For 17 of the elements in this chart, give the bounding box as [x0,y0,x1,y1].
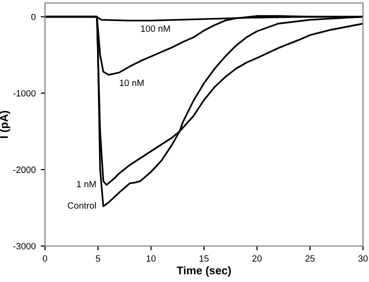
x-tick-label: 5 [96,255,100,262]
x-tick-label: 20 [252,255,262,262]
y-tick-label: -1000 [13,90,36,97]
y-tick-label: -2000 [13,166,36,173]
x-tick-label: 25 [305,255,315,262]
series-label: 10 nM [120,80,144,86]
y-tick-label: -3000 [13,242,36,250]
x-axis-title: Time (sec) [176,266,231,277]
series-label: Control [68,202,96,209]
y-tick-label: 0 [31,14,36,20]
series-label: 100 nM [141,25,170,32]
x-tick-label: 15 [200,255,209,262]
x-tick-label: 10 [146,255,156,262]
series-label: 1 nM [77,180,96,188]
x-tick-label: 30 [358,255,368,262]
y-axis-title: I (pA) [0,110,10,138]
x-tick-label: 0 [42,255,48,262]
